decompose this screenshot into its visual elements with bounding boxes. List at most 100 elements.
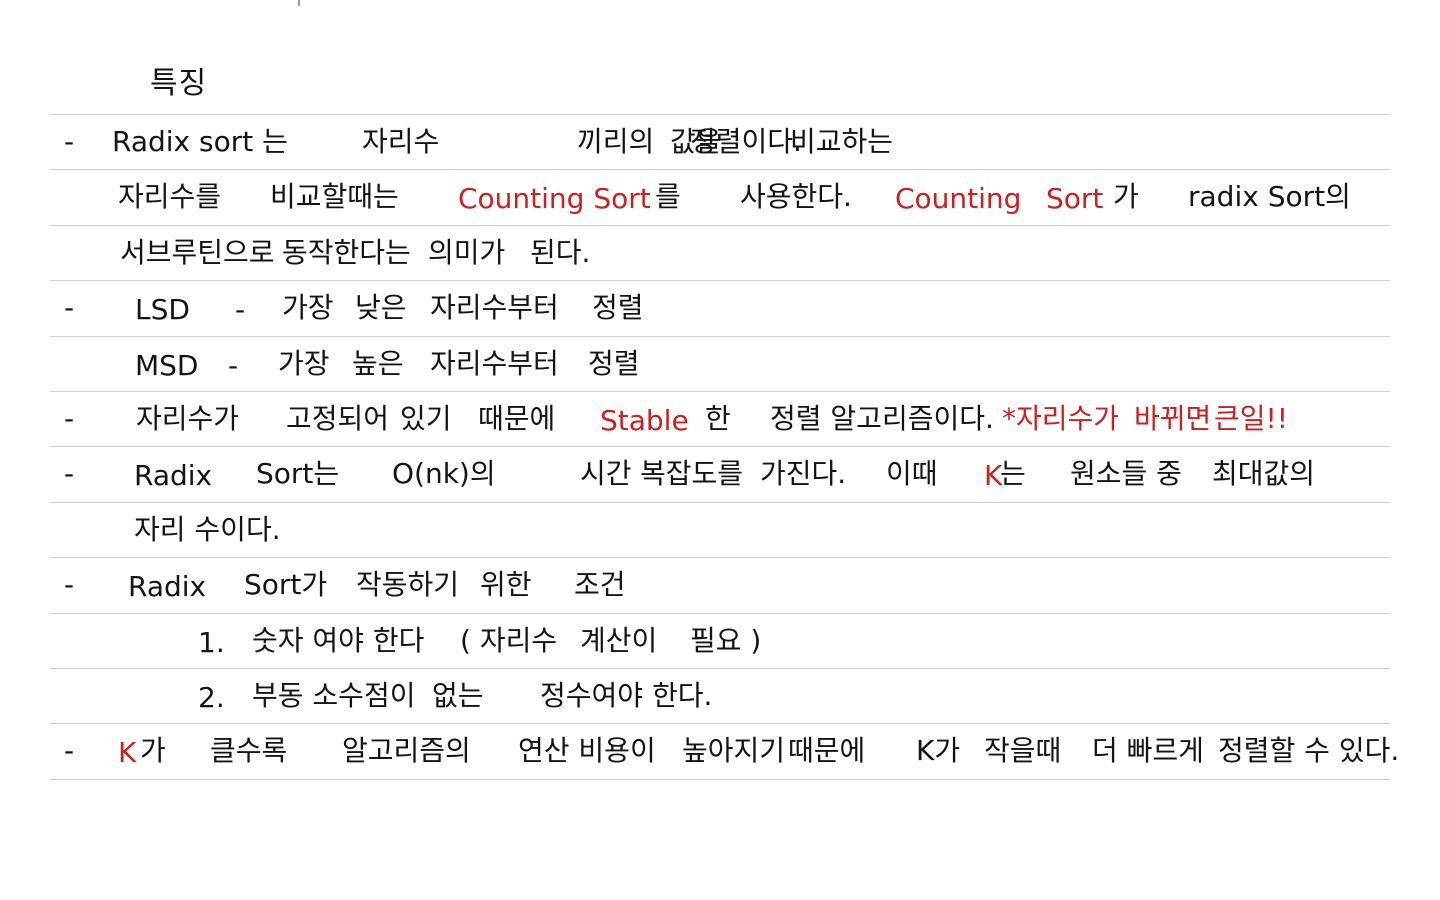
handwritten-text: 정렬이다. [690,125,802,158]
bullet-dash: - [64,734,75,768]
handwritten-text: Radix [134,459,213,493]
handwritten-text: 자리수 [362,125,440,158]
handwritten-text: 정렬할 수 있다. [1218,734,1400,768]
handwritten-text: ( 자리수 [460,623,558,657]
handwritten-text: 알고리즘의 [342,734,471,768]
note-line: 2. 부동 소수점이 없는 정수여야 한다. [50,668,1390,722]
handwritten-text: 필요 ) [690,623,762,657]
handwritten-text: 가장 [278,346,330,380]
handwritten-text: 1. [198,625,225,659]
note-line: - K 가 클수록 알고리즘의 연산 비용이 높아지기 때문에 K가 작을때 더 빠르게 정렬할 수 … [50,723,1399,777]
handwritten-text: 시간 [580,457,632,491]
note-line: - Radix Sort가 작동하기 위한 조건 [50,557,1390,611]
handwritten-text: O(nk)의 [392,457,496,491]
handwritten-text: 자리수부터 [430,346,559,380]
handwritten-text: 가장 [282,291,334,325]
handwritten-text: 숫자 여야 한다 [252,623,425,657]
handwritten-text: 를 [655,180,681,214]
note-heading: 특징 [150,66,208,101]
handwritten-text: 2. [198,681,225,714]
ruled-line [50,446,1390,448]
handwritten-text: 한 [705,402,731,435]
note-line: 자리 수이다. [50,502,1390,556]
handwritten-text: 비교할때는 [270,180,399,214]
ruled-line [50,335,1390,337]
handwritten-text: Sort는 [256,457,340,491]
handwritten-text: 자리수를 [118,180,222,214]
bullet-dash: - [64,125,75,158]
handwritten-text: 작을때 [984,734,1062,768]
handwritten-text: 높아지기 [682,734,786,768]
note-line: - LSD - 가장 낮은 자리수부터 정렬 [50,280,1390,334]
handwritten-text: 자리수가 [136,402,240,435]
handwritten-text: 정렬 알고리즘이다. [770,402,994,435]
note-line: - Radix sort 는 자리수 끼리의 값을 비교하는 정렬이다. [50,114,1390,168]
handwritten-text: 비교하는 [790,125,894,158]
bullet-dash: - [64,457,75,491]
ruled-line [50,224,1390,226]
handwritten-text: 계산이 [580,623,658,657]
handwritten-text: 자리 수이다. [134,512,281,546]
handwritten-text: Radix [128,570,207,604]
handwritten-text: 원소들 중 [1070,457,1182,491]
handwritten-text: 가 [140,734,166,768]
highlighted-text: Stable [600,404,689,437]
handwritten-text: - [228,348,239,382]
ruled-line [50,668,1390,669]
note-line: - Radix Sort는 O(nk)의 시간 복잡도를 가진다. 이때 K 는 원소들 중 최대값의 [50,446,1390,500]
handwritten-text: 가진다. [760,457,847,491]
handwritten-text: 위한 [480,568,532,602]
highlighted-text: Counting Sort [458,182,651,216]
handwritten-text: 높은 [352,346,404,380]
handwritten-text: 작동하기 [356,568,460,602]
handwritten-text: 정수여야 한다. [540,679,713,712]
ruled-line [50,557,1390,559]
note-line: 1. 숫자 여야 한다 ( 자리수 계산이 필요 ) [50,613,1390,667]
note-line: 자리수를 비교할때는 Counting Sort 를 사용한다. Counting Sort… [50,169,1390,223]
handwritten-text: 서브루틴으로 [120,235,275,269]
ruled-line [50,778,1390,780]
ruled-line [50,501,1390,503]
highlighted-text: 바뀌면 [1134,402,1212,435]
bullet-dash: - [64,402,75,435]
handwritten-text: 값을 [670,125,722,158]
ruled-line [50,169,1390,171]
handwritten-text: 복잡도를 [640,457,744,491]
handwritten-text: radix Sort의 [1188,180,1351,214]
handwritten-text: Radix sort 는 [112,125,288,158]
highlighted-text: K [118,736,137,770]
handwritten-text: 연산 비용이 [518,734,656,768]
handwritten-text: 끼리의 [577,125,655,158]
handwritten-text: Sort가 [244,568,328,602]
ruled-line [50,280,1390,282]
ruled-line [50,114,1390,115]
handwritten-text: - [235,293,246,327]
handwritten-text: LSD [135,293,190,327]
handwritten-text: 부동 소수점이 [252,679,416,712]
note-line: 서브루틴으로 동작한다는 의미가 된다. [50,225,1390,279]
note-line: MSD - 가장 높은 자리수부터 정렬 [50,336,1390,390]
top-tick-mark [298,0,300,6]
handwritten-text: 된다. [530,235,591,269]
handwritten-text: 클수록 [210,734,288,768]
handwritten-text: 이때 [886,457,938,491]
highlighted-text: Sort [1046,182,1104,216]
bullet-dash: - [64,291,75,325]
handwritten-text: 없는 [432,679,484,712]
ruled-line [50,723,1390,725]
handwritten-text: 는 [1000,457,1026,491]
handwritten-text: 더 빠르게 [1092,734,1204,768]
handwritten-text: 때문에 [478,402,556,435]
handwritten-text: K가 [916,734,961,768]
handwritten-text: 의미가 [428,235,506,269]
ruled-line [50,612,1390,614]
bullet-dash: - [64,568,75,602]
handwritten-text: 가 [1113,180,1139,214]
highlighted-text: *자리수가 [1002,402,1120,435]
handwritten-text: 사용한다. [740,180,852,214]
handwritten-text: 정렬 [592,291,644,325]
handwritten-text: 최대값의 [1212,457,1316,491]
ruled-line [50,391,1390,392]
handwritten-text: 조건 [574,568,626,602]
